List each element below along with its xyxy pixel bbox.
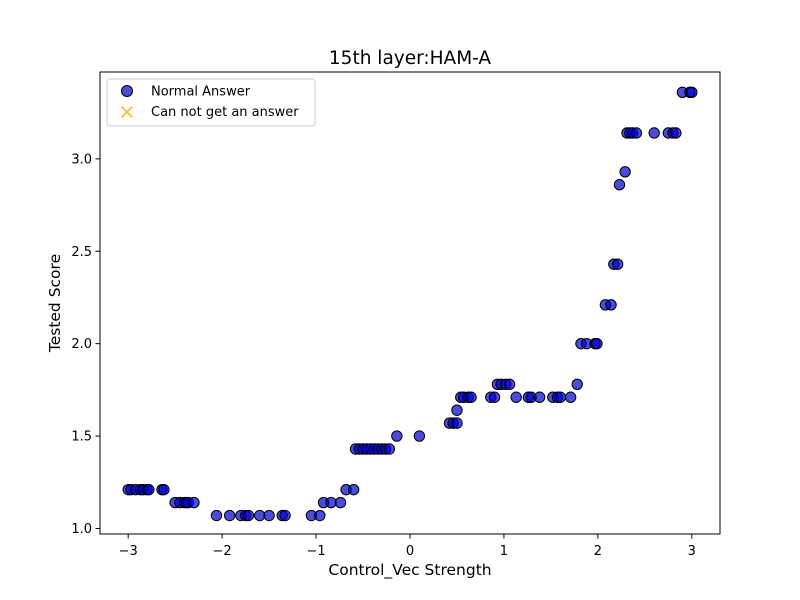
data-point xyxy=(314,509,326,522)
x-tick-label: 3 xyxy=(688,544,696,559)
data-point xyxy=(451,417,463,429)
data-point xyxy=(263,509,275,522)
data-point xyxy=(391,430,403,442)
x-tick-label: −3 xyxy=(119,544,138,559)
y-axis: 1.0 1.5 2.0 2.5 3.0 xyxy=(71,152,100,537)
data-point xyxy=(648,127,660,139)
data-point xyxy=(510,391,522,403)
data-point xyxy=(564,391,577,403)
data-point xyxy=(670,127,682,139)
chart-title: 15th layer:HAM-A xyxy=(329,48,492,69)
y-tick-label: 2.0 xyxy=(71,337,92,352)
data-point xyxy=(279,509,291,522)
legend-box xyxy=(106,78,316,127)
data-point xyxy=(605,299,617,311)
y-tick-label: 3.0 xyxy=(71,152,92,167)
data-point xyxy=(210,509,223,522)
x-tick-label: 0 xyxy=(406,544,414,559)
data-point xyxy=(188,496,200,509)
data-point xyxy=(554,391,567,403)
data-point xyxy=(488,391,501,403)
data-point xyxy=(413,430,426,442)
y-axis-label: Tested Score xyxy=(46,254,64,353)
x-tick-label: 2 xyxy=(594,544,602,559)
data-point xyxy=(242,509,255,522)
legend: Normal Answer Can not get an answer xyxy=(106,78,316,127)
legend-label-cannot-answer: Can not get an answer xyxy=(151,105,299,120)
y-tick-label: 1.5 xyxy=(71,430,92,445)
data-point xyxy=(451,404,463,416)
legend-marker-normal-answer xyxy=(121,85,133,97)
data-point xyxy=(630,127,643,139)
y-tick-label: 2.5 xyxy=(71,245,92,260)
data-point xyxy=(686,86,698,99)
data-point xyxy=(383,443,396,455)
data-point xyxy=(503,378,516,391)
data-point xyxy=(613,179,626,191)
data-point xyxy=(347,483,360,496)
data-point xyxy=(533,391,546,403)
data-point xyxy=(158,483,170,496)
data-point xyxy=(223,509,236,522)
points-layer xyxy=(122,86,698,522)
data-point xyxy=(334,496,347,509)
x-tick-label: 1 xyxy=(500,544,508,559)
data-point xyxy=(143,483,155,496)
data-point xyxy=(619,166,631,178)
data-point xyxy=(325,496,337,509)
legend-marker-cannot-answer xyxy=(120,105,134,119)
data-point xyxy=(465,391,477,403)
data-point xyxy=(591,337,603,350)
data-point xyxy=(253,509,266,522)
x-tick-label: −2 xyxy=(213,544,232,559)
x-axis: −3 −2 −1 0 1 2 3 xyxy=(119,534,696,559)
data-point xyxy=(571,378,583,391)
data-point xyxy=(611,258,624,270)
x-axis-label: Control_Vec Strength xyxy=(328,561,491,580)
legend-label-normal-answer: Normal Answer xyxy=(151,85,251,100)
x-tick-label: −1 xyxy=(306,544,325,559)
y-tick-label: 1.0 xyxy=(71,522,92,537)
